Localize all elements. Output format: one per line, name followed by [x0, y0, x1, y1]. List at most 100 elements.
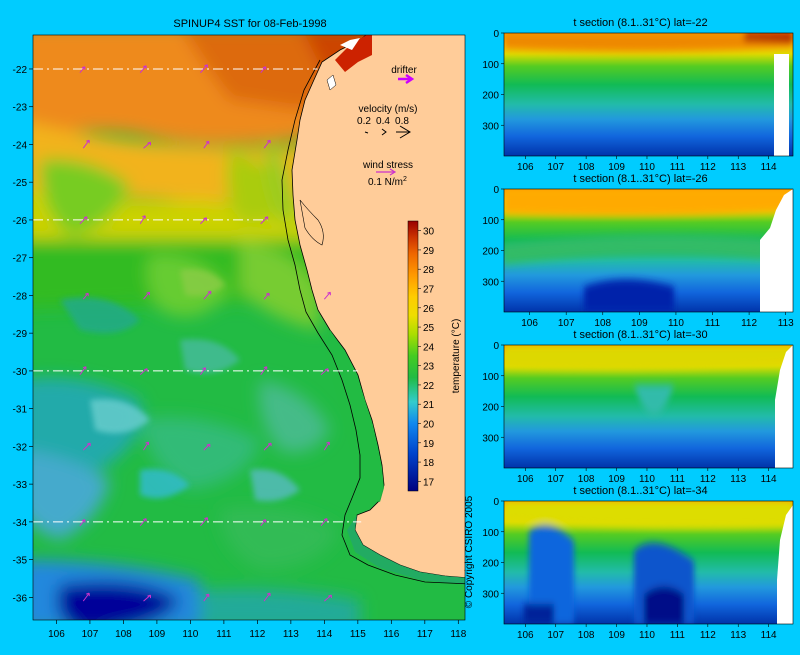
section-x-tick-label: 109	[608, 162, 625, 173]
section-y-tick-label: 0	[493, 185, 499, 196]
velocity-vector-icon	[143, 141, 152, 149]
velocity-vector-icon	[263, 292, 270, 300]
velocity-value-3: 0.8	[395, 116, 409, 127]
section-x-tick-label: 110	[639, 630, 655, 641]
wind-arrow-icon	[376, 168, 397, 176]
section-x-tick-label: 112	[700, 474, 716, 485]
section-x-tick-label: 106	[517, 162, 534, 173]
colorbar-tick-label: 21	[423, 400, 435, 411]
section-panel-1: t section (8.1..31°C) lat=-22 0 100 200 300 1…	[482, 17, 794, 173]
velocity-vectors	[79, 64, 332, 602]
section-field	[504, 501, 793, 624]
velocity-vector-icon	[82, 592, 90, 602]
velocity-vector-icon	[323, 441, 330, 451]
velocity-vector-icon	[320, 368, 329, 376]
section-y-tick-label: 200	[482, 91, 499, 102]
map-y-tick-label: -31	[13, 405, 28, 416]
map-y-tick-label: -33	[13, 480, 28, 491]
map-x-tick-label: 115	[350, 629, 366, 640]
section-y-tick-label: 100	[482, 60, 499, 71]
velocity-vector-icon	[263, 592, 271, 602]
section-x-tick-label: 113	[730, 162, 746, 173]
section-y-tick-label: 100	[482, 528, 499, 539]
section-x-tick-label: 107	[547, 162, 564, 173]
section-x-tick-label: 108	[594, 318, 611, 329]
section-x-tick-label: 113	[730, 630, 746, 641]
velocity-vector-icon	[79, 216, 88, 225]
velocity-vector-icon	[82, 442, 91, 451]
map-y-tick-label: -35	[13, 556, 28, 567]
section-y-tick-label: 0	[493, 497, 499, 508]
velocity-vector-icon	[260, 366, 268, 375]
section-x-tick-label: 112	[700, 162, 716, 173]
colorbar-tick-label: 26	[423, 304, 435, 315]
section-seafloor	[777, 505, 793, 624]
australia-land	[291, 35, 465, 579]
section-y-tick-label: 200	[482, 559, 499, 570]
velocity-vector-icon	[143, 291, 151, 300]
section-x-tick-label: 107	[558, 318, 575, 329]
section-x-tick-label: 113	[730, 474, 746, 485]
section-seafloor	[760, 189, 793, 312]
velocity-vector-icon	[260, 216, 269, 225]
map-y-tick-label: -24	[13, 140, 28, 151]
velocity-value-1: 0.2	[357, 116, 371, 127]
map-y-axis: -22 -23 -24 -25 -26 -27 -28 -29 -30 -31 -32 -33 -34 -…	[13, 65, 33, 604]
velocity-vector-icon	[260, 66, 267, 74]
velocity-vector-icon	[324, 594, 332, 602]
section-title: t section (8.1..31°C) lat=-30	[573, 329, 707, 341]
sst-field	[33, 35, 465, 620]
section-y-tick-label: 0	[493, 29, 499, 40]
section-y-tick-label: 300	[482, 277, 499, 288]
colorbar-tick-label: 17	[423, 477, 435, 488]
section-y-tick-label: 300	[482, 433, 499, 444]
colorbar-tick-label: 25	[423, 323, 435, 334]
section-x-tick-label: 109	[608, 474, 625, 485]
section-field	[504, 189, 793, 312]
section-x-tick-label: 111	[670, 630, 686, 641]
section-x-tick-label: 106	[521, 318, 538, 329]
section-x-tick-label: 108	[578, 162, 595, 173]
velocity-title: velocity (m/s)	[359, 104, 418, 115]
colorbar-tick-label: 19	[423, 439, 435, 450]
colorbar-tick-label: 30	[423, 227, 435, 238]
map-y-tick-label: -30	[13, 367, 28, 378]
colorbar: 30 29 28 27 26 25 24 23 22 21 20 19 18 17 temperature…	[407, 220, 462, 492]
wind-legend: wind stress 0.1 N/m2	[362, 160, 413, 188]
velocity-vector-icon	[200, 367, 206, 375]
section-x-tick-label: 111	[705, 318, 721, 329]
map-y-tick-label: -29	[13, 329, 28, 340]
velocity-vector-icon	[323, 291, 331, 300]
section-x-tick-label: 108	[578, 474, 595, 485]
map-x-tick-label: 109	[149, 629, 166, 640]
map-y-tick-label: -34	[13, 518, 28, 529]
section-y-tick-label: 200	[482, 403, 499, 414]
section-x-tick-label: 114	[761, 474, 777, 485]
map-x-tick-label: 117	[417, 629, 433, 640]
colorbar-tick-label: 22	[423, 381, 435, 392]
section-seafloor	[775, 345, 793, 468]
section-y-tick-label: 300	[482, 589, 499, 600]
map-frame	[32, 34, 466, 621]
colorbar-tick-label: 28	[423, 265, 435, 276]
section-title: t section (8.1..31°C) lat=-34	[573, 485, 707, 497]
velocity-value-2: 0.4	[376, 116, 390, 127]
section-x-tick-label: 114	[761, 162, 777, 173]
colorbar-tick-label: 20	[423, 420, 435, 431]
map-x-tick-label: 110	[182, 629, 198, 640]
map-y-tick-label: -28	[13, 291, 28, 302]
section-seafloor	[774, 54, 789, 156]
colorbar-tick-label: 18	[423, 458, 435, 469]
section-x-tick-label: 109	[631, 318, 648, 329]
map-y-tick-label: -26	[13, 216, 28, 227]
section-title: t section (8.1..31°C) lat=-26	[573, 173, 707, 185]
velocity-vector-icon	[203, 290, 212, 300]
map-x-tick-label: 118	[450, 629, 466, 640]
section-x-tick-label: 110	[668, 318, 684, 329]
section-x-tick-label: 106	[517, 630, 534, 641]
section-y-tick-label: 200	[482, 247, 499, 258]
section-x-tick-label: 108	[578, 630, 595, 641]
velocity-vector-icon	[263, 139, 271, 149]
velocity-vector-icon	[203, 593, 210, 602]
section-x-tick-label: 110	[639, 162, 655, 173]
